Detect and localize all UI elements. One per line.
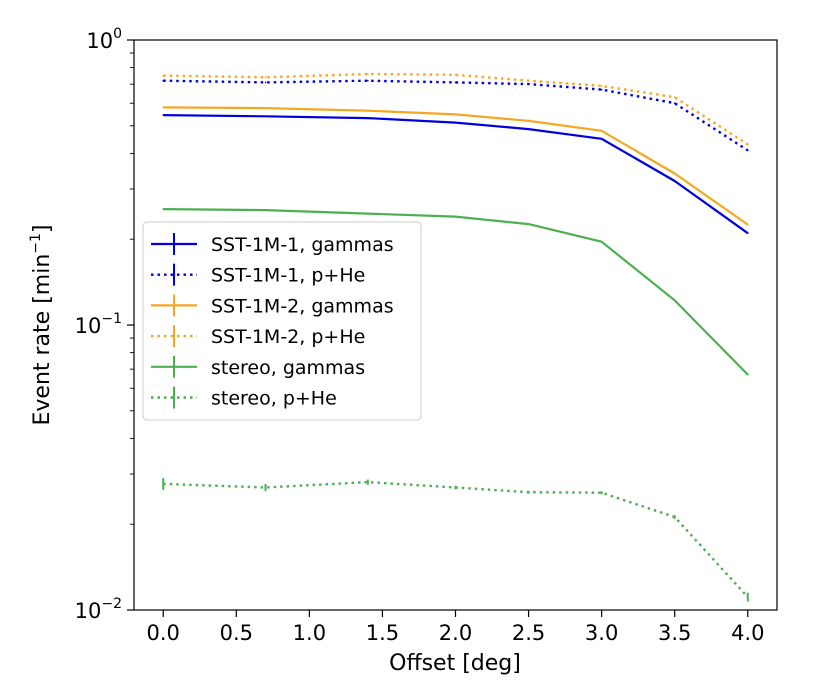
data-point: [673, 96, 676, 98]
data-point: [264, 76, 267, 79]
data-point: [367, 117, 369, 119]
data-point: [454, 81, 457, 84]
y-tick-exponent: −2: [101, 596, 122, 612]
data-point: [673, 299, 676, 302]
data-point: [264, 107, 267, 109]
x-tick-label: 0.5: [220, 621, 253, 645]
data-point: [454, 215, 457, 218]
x-tick-label: 1.5: [366, 621, 399, 645]
legend-label: SST-1M-1, gammas: [211, 234, 394, 256]
legend-box: [142, 221, 422, 421]
data-point: [600, 240, 603, 243]
y-axis-label-sup: −1: [28, 233, 44, 254]
data-point: [600, 138, 603, 140]
series-line: [163, 208, 749, 376]
data-point: [746, 232, 749, 234]
y-tick-base: 10: [75, 599, 102, 623]
y-tick-label: 100: [86, 26, 122, 53]
data-point: [264, 115, 267, 118]
data-point: [162, 106, 165, 109]
data-point: [673, 172, 676, 175]
x-tick-label: 2.0: [439, 621, 472, 645]
series-line: [163, 79, 749, 152]
y-tick-base: 10: [86, 29, 113, 53]
data-point: [527, 128, 530, 130]
data-point: [600, 88, 603, 91]
data-point: [454, 73, 457, 76]
y-axis-label: Event rate [min−1]: [28, 224, 55, 425]
x-tick-label: 4.0: [731, 621, 764, 645]
series-layer: [162, 72, 749, 602]
y-tick-label: 10−2: [75, 596, 122, 623]
data-point: [367, 79, 369, 82]
data-point: [673, 102, 676, 105]
y-tick-exponent: −1: [101, 311, 122, 327]
series-line: [163, 72, 749, 146]
data-point: [264, 81, 267, 84]
y-tick-base: 10: [75, 314, 102, 338]
data-point: [527, 79, 530, 82]
data-point: [367, 109, 369, 112]
x-tick-label: 3.5: [658, 621, 691, 645]
x-tick-label: 2.5: [512, 621, 545, 645]
series-line: [163, 480, 749, 598]
data-point: [746, 143, 749, 146]
legend: SST-1M-1, gammas SST-1M-1, p+He SST-1M-2, …: [142, 221, 422, 421]
y-axis-label-end: ]: [30, 224, 55, 233]
data-point: [527, 120, 530, 122]
x-tick-label: 0.0: [147, 621, 180, 645]
data-point: [367, 73, 369, 75]
data-point: [162, 114, 165, 116]
data-point: [746, 373, 749, 376]
data-point: [264, 209, 267, 211]
data-point: [162, 79, 165, 82]
y-axis-label-main: Event rate [min: [30, 254, 55, 426]
y-tick-exponent: 0: [113, 26, 122, 42]
data-point: [746, 149, 749, 152]
data-point: [527, 223, 530, 225]
data-point: [454, 113, 457, 116]
data-point: [454, 121, 457, 124]
data-point: [600, 130, 603, 132]
data-point: [600, 85, 603, 87]
y-tick-label: 10−1: [75, 311, 122, 338]
data-point: [527, 83, 530, 85]
legend-label: stereo, p+He: [211, 388, 337, 410]
data-point: [162, 74, 165, 77]
x-tick-label: 3.0: [585, 621, 618, 645]
series-line: [163, 106, 749, 226]
legend-label: SST-1M-2, p+He: [211, 326, 365, 348]
x-axis-label: Offset [deg]: [389, 651, 521, 676]
legend-label: SST-1M-2, gammas: [211, 295, 394, 317]
legend-label: stereo, gammas: [211, 357, 365, 379]
x-axis-ticks: 0.0 0.5 1.0 1.5 2.0 2.5 3.0 3.5 4.0: [147, 610, 764, 645]
x-tick-label: 1.0: [293, 621, 326, 645]
data-point: [746, 223, 749, 226]
legend-label: SST-1M-1, p+He: [211, 265, 365, 287]
data-point: [162, 208, 165, 210]
data-point: [367, 212, 369, 215]
data-point: [673, 180, 676, 182]
series-line: [163, 114, 749, 235]
